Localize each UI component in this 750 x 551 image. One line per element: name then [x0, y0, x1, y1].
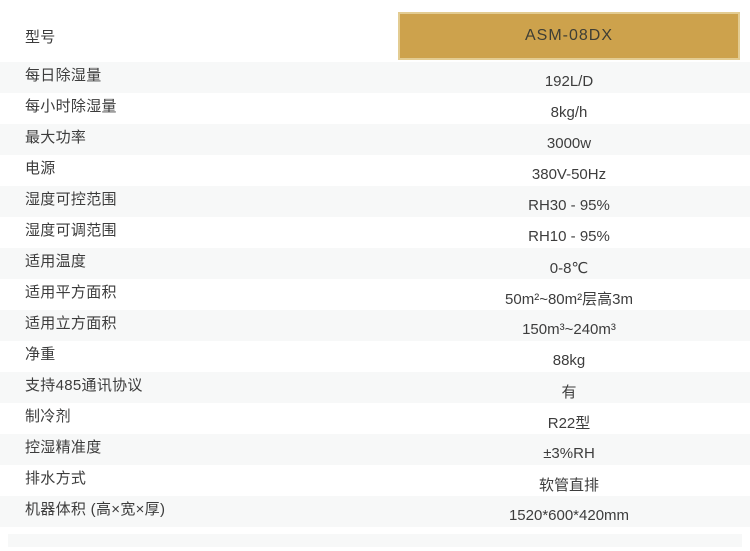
- spec-label-text: 电源: [25, 160, 56, 177]
- spec-value: R22型: [398, 403, 740, 434]
- model-value-text: ASM-08DX: [524, 27, 614, 44]
- spec-label: 湿度可调范围: [0, 217, 398, 248]
- spec-row: 湿度可调范围 RH10 - 95%: [0, 217, 750, 248]
- spec-value-text: 软管直排: [538, 477, 599, 494]
- spec-value-text: 0-8℃: [549, 259, 589, 277]
- spec-row: 机器体积 (高×宽×厚) 1520*600*420mm: [0, 496, 750, 527]
- spec-label: 机器体积 (高×宽×厚): [0, 496, 398, 527]
- spec-label-text: 控湿精准度: [25, 439, 102, 456]
- spec-row: 每日除湿量 192L/D: [0, 62, 750, 93]
- spec-label: 适用平方面积: [0, 279, 398, 310]
- spec-label-text: 湿度可调范围: [25, 222, 117, 239]
- spec-value: 软管直排: [398, 465, 740, 496]
- spec-label-text: 机器体积 (高×宽×厚): [25, 501, 166, 518]
- spec-value: 88kg: [398, 341, 740, 372]
- spec-label-text: 型号: [25, 28, 56, 46]
- spec-value: RH10 - 95%: [398, 217, 740, 248]
- spec-label: 适用立方面积: [0, 310, 398, 341]
- spec-value: 192L/D: [398, 62, 740, 93]
- spec-label-model: 型号: [0, 10, 398, 62]
- spec-value-text: 3000w: [546, 135, 592, 152]
- spec-label-text: 净重: [25, 346, 56, 363]
- spec-label: 电源: [0, 155, 398, 186]
- spec-row: 控湿精准度 ±3%RH: [0, 434, 750, 465]
- spec-value-text: 88kg: [552, 352, 586, 369]
- spec-value-text: R22型: [547, 415, 591, 432]
- spec-value: 3000w: [398, 124, 740, 155]
- spec-value-text: 192L/D: [544, 73, 594, 90]
- spec-value-text: RH10 - 95%: [528, 228, 610, 245]
- spec-row: 适用温度 0-8℃: [0, 248, 750, 279]
- spec-value-text: 380V-50Hz: [531, 166, 607, 183]
- spec-row: 每小时除湿量 8kg/h: [0, 93, 750, 124]
- spec-value-text: 150m³~240m³: [522, 321, 616, 338]
- spec-label-text: 最大功率: [25, 129, 87, 146]
- spec-label: 最大功率: [0, 124, 398, 155]
- spec-label-text: 适用平方面积: [25, 284, 117, 301]
- spec-label: 制冷剂: [0, 403, 398, 434]
- spec-label: 支持485通讯协议: [0, 372, 398, 403]
- spec-label: 每小时除湿量: [0, 93, 398, 124]
- spec-label: 排水方式: [0, 465, 398, 496]
- next-row-partial-stripe: [8, 534, 742, 547]
- spec-row: 最大功率 3000w: [0, 124, 750, 155]
- spec-label-text: 湿度可控范围: [25, 191, 117, 208]
- spec-label: 净重: [0, 341, 398, 372]
- spec-row: 支持485通讯协议 有: [0, 372, 750, 403]
- spec-row: 电源 380V-50Hz: [0, 155, 750, 186]
- spec-header-cell: ASM-08DX: [398, 10, 740, 62]
- spec-table: 型号 ASM-08DX 每日除湿量 192L/D 每小时除湿量 8kg/h 最大…: [0, 10, 750, 527]
- spec-label: 适用温度: [0, 248, 398, 279]
- spec-row: 制冷剂 R22型: [0, 403, 750, 434]
- spec-label: 控湿精准度: [0, 434, 398, 465]
- spec-value: 8kg/h: [398, 93, 740, 124]
- spec-label-text: 适用立方面积: [25, 315, 117, 332]
- spec-value: ±3%RH: [398, 434, 740, 465]
- spec-value: 380V-50Hz: [398, 155, 740, 186]
- spec-row: 湿度可控范围 RH30 - 95%: [0, 186, 750, 217]
- spec-header-row: 型号 ASM-08DX: [0, 10, 750, 62]
- spec-row: 适用立方面积 150m³~240m³: [0, 310, 750, 341]
- spec-label-text: 每日除湿量: [25, 67, 102, 84]
- spec-value: RH30 - 95%: [398, 186, 740, 217]
- spec-label: 每日除湿量: [0, 62, 398, 93]
- spec-label: 湿度可控范围: [0, 186, 398, 217]
- spec-label-text: 每小时除湿量: [25, 98, 117, 115]
- spec-value-text: 有: [561, 384, 577, 401]
- spec-value: 有: [398, 372, 740, 403]
- spec-row: 适用平方面积 50m²~80m²层高3m: [0, 279, 750, 310]
- spec-value-text: 8kg/h: [550, 104, 588, 121]
- spec-label-text: 排水方式: [25, 470, 87, 487]
- spec-value: 0-8℃: [398, 248, 740, 279]
- spec-label-text: 适用温度: [25, 253, 87, 270]
- spec-value: 150m³~240m³: [398, 310, 740, 341]
- spec-row: 净重 88kg: [0, 341, 750, 372]
- spec-value: 50m²~80m²层高3m: [398, 279, 740, 310]
- spec-value-text: RH30 - 95%: [528, 197, 610, 214]
- spec-value-text: 1520*600*420mm: [508, 507, 630, 524]
- spec-label-text: 支持485通讯协议: [25, 377, 143, 394]
- spec-label-text: 制冷剂: [25, 408, 71, 425]
- spec-value-text: ±3%RH: [543, 445, 595, 462]
- model-value-badge: ASM-08DX: [398, 12, 740, 60]
- spec-value: 1520*600*420mm: [398, 496, 740, 527]
- spec-row: 排水方式 软管直排: [0, 465, 750, 496]
- spec-value-text: 50m²~80m²层高3m: [505, 291, 633, 308]
